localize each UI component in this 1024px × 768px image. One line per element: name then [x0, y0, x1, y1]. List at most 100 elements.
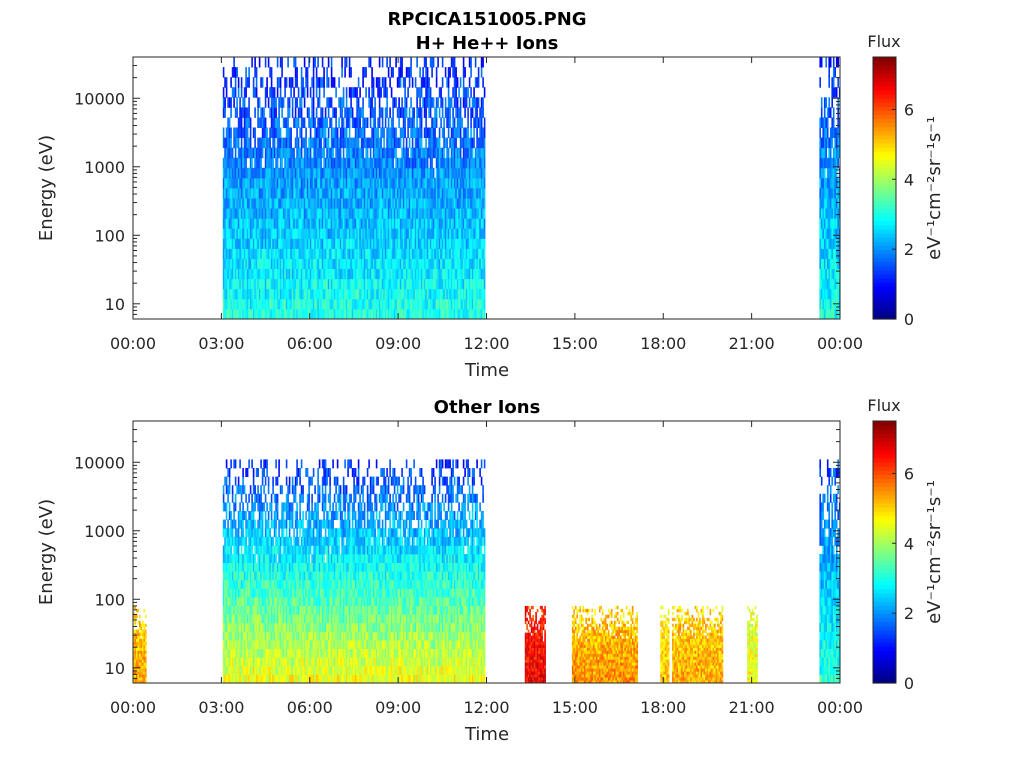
colorbar-segment [873, 461, 896, 467]
y-tick-label: 10 [105, 659, 125, 678]
colorbar-segment [873, 609, 896, 614]
colorbar: 0 2 4 6 [872, 56, 914, 329]
colorbar-segment [873, 171, 896, 177]
colorbar-segment [873, 572, 896, 578]
colorbar-segment [873, 674, 896, 680]
colorbar-segment [873, 138, 896, 144]
y-tick-label: 100 [94, 226, 125, 245]
colorbar-segment [873, 224, 896, 230]
colorbar-segment [873, 613, 896, 619]
data-interval [524, 605, 546, 684]
colorbar-segment [873, 580, 896, 586]
data-interval [660, 605, 670, 684]
colorbar-segment [873, 212, 896, 218]
y-tick-label: 10000 [74, 453, 125, 472]
colorbar-segment [873, 556, 896, 561]
colorbar-segment [873, 486, 896, 492]
data-interval [747, 605, 758, 684]
colorbar-segment [873, 531, 896, 537]
colorbar-title: Flux [867, 396, 900, 415]
colorbar-segment [873, 302, 896, 308]
x-tick-label: 18:00 [640, 334, 686, 353]
colorbar-segment [873, 511, 896, 516]
colorbar-segment [873, 89, 896, 95]
colorbar-segment [873, 183, 896, 189]
data-interval [672, 605, 724, 684]
figure-title: RPCICA151005.PNG [387, 9, 586, 30]
panel-title: Other Ions [434, 397, 541, 418]
colorbar-segment [873, 543, 896, 549]
colorbar-segment [873, 220, 896, 226]
colorbar: 0 2 4 6 [872, 420, 914, 693]
colorbar-segment [873, 249, 896, 255]
colorbar-segment [873, 81, 896, 87]
colorbar-segment [873, 527, 896, 533]
colorbar-segment [873, 167, 896, 173]
colorbar-segment [873, 134, 896, 140]
colorbar-segment [873, 114, 896, 119]
colorbar-segment [873, 228, 896, 234]
x-tick-label: 09:00 [375, 334, 421, 353]
colorbar-segment [873, 278, 896, 283]
colorbar-segment [873, 188, 896, 193]
colorbar-segment [873, 151, 896, 156]
x-tick-label: 21:00 [729, 698, 775, 717]
colorbar-segment [873, 233, 896, 238]
data-interval [222, 57, 486, 320]
colorbar-segment [873, 265, 896, 271]
colorbar-tick-label: 0 [904, 674, 914, 693]
colorbar-segment [873, 490, 896, 496]
colorbar-segment [873, 560, 896, 565]
colorbar-tick-label: 4 [904, 534, 914, 553]
data-interval [133, 605, 147, 684]
colorbar-segment [873, 163, 896, 169]
colorbar-frame [872, 420, 897, 684]
colorbar-segment [873, 294, 896, 300]
colorbar-tick-label: 6 [904, 100, 914, 119]
colorbar-segment [873, 433, 896, 438]
panel-h-he-ions: H+ He++ Ions 00:00 03:00 06:00 09:00 12:00 15… [36, 32, 945, 381]
x-tick-label: 00:00 [110, 698, 156, 717]
colorbar-segment [873, 85, 896, 91]
x-tick-label: 03:00 [198, 698, 244, 717]
colorbar-frame [872, 56, 897, 320]
colorbar-segment [873, 502, 896, 508]
colorbar-segment [873, 478, 896, 483]
x-tick-label: 00:00 [110, 334, 156, 353]
colorbar-segment [873, 118, 896, 124]
colorbar-segment [873, 605, 896, 610]
colorbar-segment [873, 449, 896, 455]
x-tick-label: 00:00 [817, 334, 863, 353]
colorbar-segment [873, 106, 896, 111]
colorbar-segment [873, 601, 896, 606]
colorbar-segment [873, 498, 896, 504]
x-tick-label: 12:00 [463, 698, 509, 717]
colorbar-segment [873, 457, 896, 463]
x-tick-label: 21:00 [729, 334, 775, 353]
colorbar-unit-label: eV⁻¹cm⁻²sr⁻¹s⁻¹ [924, 116, 945, 260]
x-axis: 00:00 03:00 06:00 09:00 12:00 15:00 18:00 21:00… [110, 57, 863, 353]
colorbar-segment [873, 97, 896, 103]
colorbar-segment [873, 237, 896, 242]
colorbar-segment [873, 670, 896, 676]
x-tick-label: 09:00 [375, 698, 421, 717]
colorbar-segment [873, 290, 896, 296]
colorbar-segment [873, 568, 896, 574]
colorbar-segment [873, 650, 896, 655]
y-axis: 10 100 1000 10000 [74, 420, 840, 684]
colorbar-segment [873, 535, 896, 541]
colorbar-segment [873, 552, 896, 557]
colorbar-segment [873, 678, 896, 684]
colorbar-segment [873, 637, 896, 643]
colorbar-segment [873, 654, 896, 660]
colorbar-segment [873, 588, 896, 594]
colorbar-segment [873, 421, 896, 426]
colorbar-segment [873, 445, 896, 451]
colorbar-segment [873, 625, 896, 631]
colorbar-segment [873, 155, 896, 160]
x-tick-label: 00:00 [817, 698, 863, 717]
x-tick-label: 12:00 [463, 334, 509, 353]
colorbar-segment [873, 204, 896, 210]
colorbar-segment [873, 506, 896, 512]
